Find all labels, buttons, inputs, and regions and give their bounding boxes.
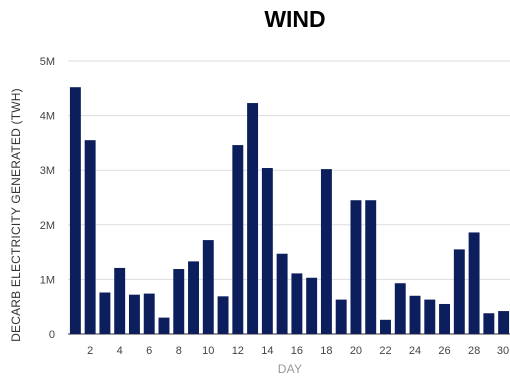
x-tick-label: 2 <box>87 345 93 357</box>
x-tick-label: 26 <box>438 345 450 357</box>
x-tick-label: 16 <box>291 345 303 357</box>
bar-day-16 <box>291 273 303 334</box>
bar-day-6 <box>143 293 155 334</box>
y-tick-label: 4M <box>40 111 55 123</box>
x-tick-label: 18 <box>320 345 332 357</box>
bar-day-13 <box>247 103 259 335</box>
chart-title: WIND <box>264 6 325 32</box>
bar-day-15 <box>276 253 288 334</box>
x-axis-label: DAY <box>278 362 302 376</box>
bar-day-8 <box>173 269 185 334</box>
bar-day-12 <box>232 145 244 334</box>
x-tick-label: 14 <box>261 345 273 357</box>
x-tick-label: 30 <box>497 345 509 357</box>
y-tick-label: 2M <box>40 220 55 232</box>
bar-day-30 <box>498 311 510 334</box>
bar-series <box>69 87 510 335</box>
x-tick-label: 22 <box>379 345 391 357</box>
x-tick-label: 12 <box>232 345 244 357</box>
y-tick-label: 0 <box>49 329 55 341</box>
bar-day-22 <box>380 319 391 334</box>
y-tick-label: 3M <box>40 165 55 177</box>
y-axis-ticks: 0 1M 2M 3M 4M 5M <box>40 56 55 341</box>
bar-day-21 <box>365 200 377 334</box>
bar-day-14 <box>261 168 273 334</box>
y-axis-label: DECARB ELECTRICITY GENERATED (TWH) <box>9 88 23 342</box>
y-tick-label: 1M <box>40 274 55 286</box>
bar-day-2 <box>84 140 96 334</box>
bar-day-28 <box>468 232 480 334</box>
bar-day-18 <box>320 169 332 334</box>
bar-day-20 <box>350 200 362 334</box>
bar-day-27 <box>453 249 465 334</box>
x-axis-ticks: 2 4 6 8 10 12 14 16 18 20 22 24 26 28 30 <box>87 345 509 357</box>
bar-day-29 <box>483 313 495 334</box>
bar-day-25 <box>424 299 436 334</box>
x-tick-label: 20 <box>350 345 362 357</box>
bar-day-5 <box>128 294 140 334</box>
x-tick-label: 28 <box>468 345 480 357</box>
bar-day-3 <box>99 292 111 334</box>
x-tick-label: 6 <box>146 345 152 357</box>
bar-day-4 <box>114 267 126 334</box>
bar-day-9 <box>188 261 199 334</box>
bar-day-24 <box>409 295 421 334</box>
bar-day-26 <box>439 303 451 334</box>
x-tick-label: 8 <box>176 345 182 357</box>
bar-day-7 <box>158 317 170 334</box>
bar-day-11 <box>217 296 229 334</box>
x-tick-label: 4 <box>117 345 123 357</box>
y-tick-label: 5M <box>40 56 55 68</box>
bar-day-1 <box>69 87 81 334</box>
bar-day-19 <box>335 299 347 334</box>
grid-lines <box>68 60 510 335</box>
bar-day-17 <box>306 277 318 334</box>
x-tick-label: 10 <box>202 345 214 357</box>
bar-day-23 <box>394 283 406 334</box>
x-tick-label: 24 <box>409 345 421 357</box>
bar-day-10 <box>202 240 214 334</box>
